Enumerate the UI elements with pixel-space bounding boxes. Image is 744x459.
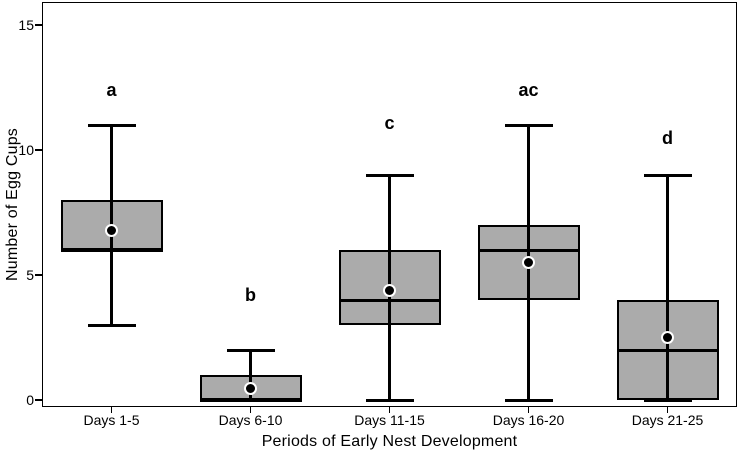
x-axis-tick (110, 407, 113, 413)
x-axis-tick-label: Days 21-25 (631, 412, 704, 428)
y-axis-tick-label: 10 (18, 142, 34, 158)
median-line (616, 348, 719, 352)
whisker-cap-top (226, 348, 275, 352)
y-axis-tick (35, 399, 42, 401)
whisker-cap-top (504, 123, 553, 127)
whisker-cap-top (87, 123, 136, 127)
significance-letter: d (662, 127, 673, 148)
mean-dot (661, 331, 674, 344)
significance-letter: ac (518, 80, 539, 100)
median-line (199, 398, 302, 402)
x-axis-tick (388, 407, 391, 413)
x-axis-tick (527, 407, 530, 413)
significance-letter: c (384, 112, 395, 133)
x-axis-tick-label: Days 6-10 (218, 412, 283, 428)
y-axis-tick-label: 5 (26, 267, 34, 283)
x-axis-tick (249, 407, 252, 413)
y-axis-title: Number of Egg Cups (4, 128, 21, 282)
y-axis-tick (35, 149, 42, 151)
mean-dot (105, 223, 118, 237)
whisker-cap-bottom (87, 323, 136, 327)
mean-dot (244, 382, 257, 396)
median-line (60, 248, 163, 252)
median-line (477, 248, 580, 252)
mean-dot (522, 256, 535, 269)
significance-letter: a (106, 80, 117, 100)
y-axis-tick (35, 24, 42, 26)
whisker-line (249, 350, 252, 400)
x-axis-tick-label: Days 1-5 (83, 412, 140, 428)
x-axis-tick-label: Days 16-20 (492, 412, 565, 428)
x-axis-title: Periods of Early Nest Development (261, 433, 518, 450)
x-axis-tick (666, 407, 669, 413)
significance-letter: b (245, 285, 256, 305)
whisker-cap-bottom (504, 398, 553, 402)
whisker-cap-top (643, 173, 692, 177)
y-axis-tick (35, 274, 42, 276)
y-axis-tick-label: 15 (18, 17, 34, 33)
x-axis-tick-label: Days 11-15 (354, 412, 425, 428)
whisker-cap-bottom (365, 398, 414, 402)
y-axis-tick-label: 0 (26, 392, 34, 408)
whisker-cap-top (365, 173, 414, 177)
median-line (338, 298, 441, 302)
whisker-cap-bottom (643, 398, 692, 402)
mean-dot (383, 283, 396, 297)
whisker-line (666, 175, 669, 400)
